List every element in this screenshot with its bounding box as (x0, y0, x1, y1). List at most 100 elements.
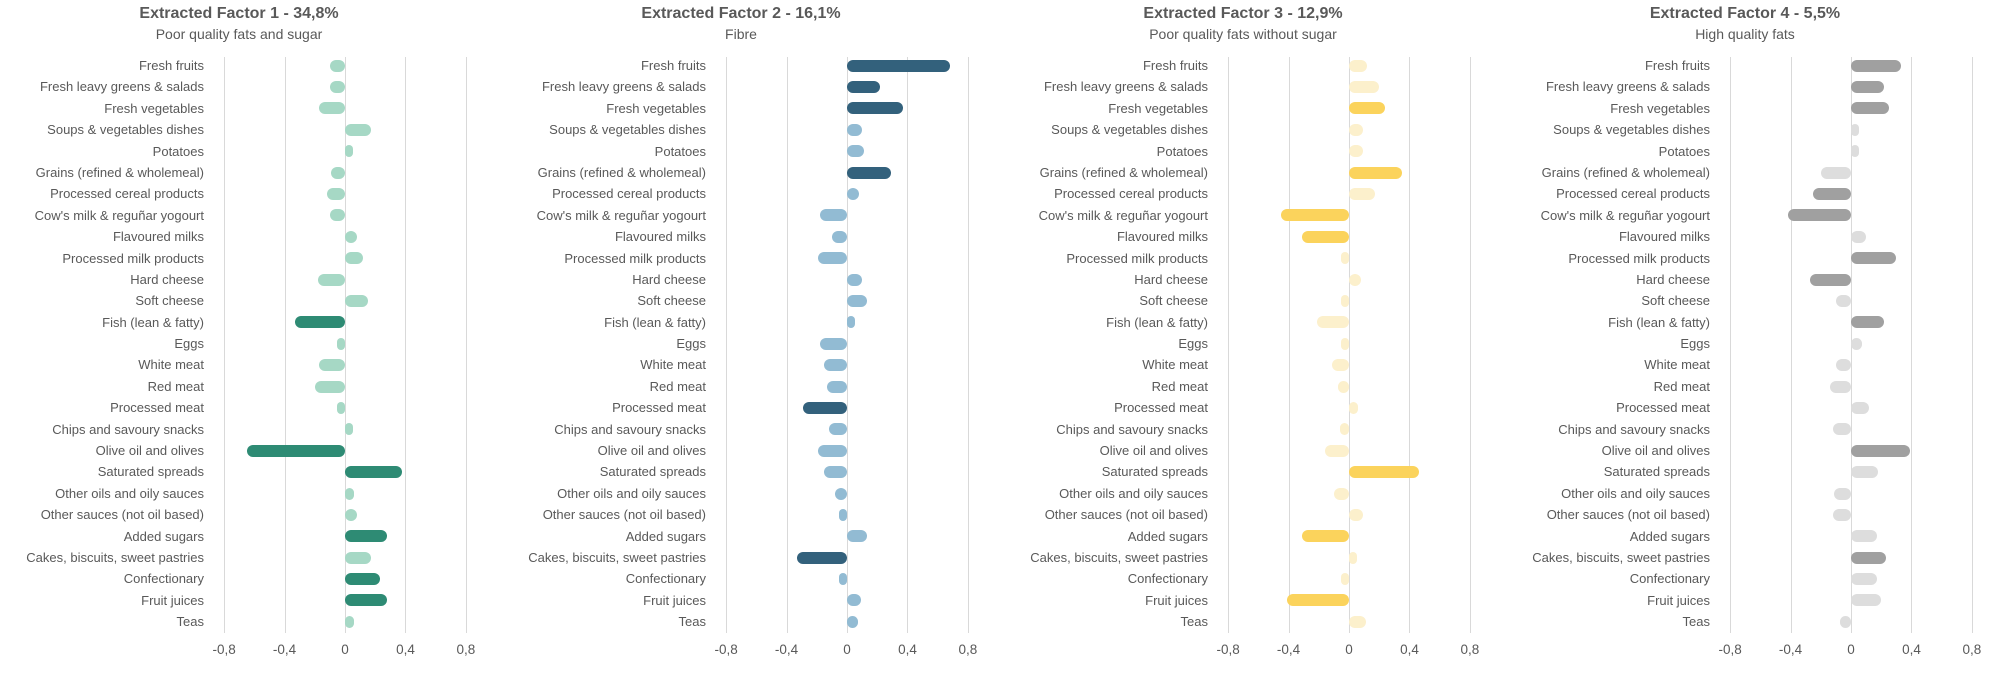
category-label: Chips and savoury snacks (1558, 421, 1710, 437)
bar-row (212, 376, 478, 397)
category-label: Red meat (1151, 378, 1208, 394)
bar (1813, 188, 1851, 201)
bar-row (714, 483, 980, 504)
bar (1280, 209, 1349, 222)
category-label: Potatoes (1658, 143, 1710, 159)
bar-row (212, 333, 478, 354)
bar (1302, 230, 1349, 243)
category-label: Fruit juices (643, 592, 706, 608)
bar-row (1216, 333, 1482, 354)
category-label: Fresh leavy greens & salads (1043, 79, 1208, 95)
bar-row (212, 440, 478, 461)
bar (1333, 487, 1349, 500)
axis-tick-label: -0,8 (1216, 641, 1240, 657)
category-label: Red meat (1653, 378, 1710, 394)
category-label: Added sugars (1629, 528, 1710, 544)
bar (314, 380, 345, 393)
category-label: Fresh fruits (640, 58, 706, 73)
gridline (786, 57, 788, 633)
panel-subtitle: Poor quality fats without sugar (1149, 26, 1337, 42)
gridline (224, 57, 226, 633)
bar-row (212, 76, 478, 97)
bar-chart-factor-1: Fresh fruits Fresh leavy greens & salads F… (0, 55, 478, 676)
panel-title: Extracted Factor 2 - 16,1% (641, 5, 841, 22)
category-label: Other sauces (not oil based) (1044, 507, 1208, 523)
bar (1851, 401, 1870, 414)
category-label: Soups & vegetables dishes (1553, 122, 1710, 138)
bar (1349, 508, 1363, 521)
category-label: Soups & vegetables dishes (47, 122, 204, 138)
category-label: Fruit juices (141, 592, 204, 608)
axis-tick-area: -0,8 -0,4 0 0,4 0,8 (1216, 642, 1482, 660)
bar (1851, 81, 1885, 94)
bar-row (714, 205, 980, 226)
bar-row (1216, 419, 1482, 440)
category-label: Cakes, biscuits, sweet pastries (1030, 549, 1208, 565)
category-label: Fresh fruits (138, 58, 204, 73)
axis-tick-label: -0,8 (1718, 641, 1742, 657)
bar-row (1718, 333, 1984, 354)
gridline (1730, 57, 1732, 633)
factor-panel-4: Extracted Factor 4 - 5,5% High quality f… (1506, 0, 2008, 676)
bar (345, 530, 388, 543)
axis-spacer (502, 642, 714, 660)
bar (847, 123, 863, 136)
bar (1349, 188, 1375, 201)
bar (1851, 466, 1879, 479)
bar (1851, 230, 1867, 243)
bar-row (1718, 504, 1984, 525)
axis-tick-label: 0,8 (958, 641, 978, 657)
bar (824, 359, 847, 372)
bar (345, 145, 353, 158)
bar (828, 423, 847, 436)
axis-tick-label: 0,4 (1902, 641, 1921, 657)
category-label: Chips and savoury snacks (554, 421, 706, 437)
bar-row (1216, 504, 1482, 525)
bar-row (212, 312, 478, 333)
bar (1349, 81, 1380, 94)
category-label: Cow's milk & reguñar yogourt (1540, 207, 1710, 223)
bar (847, 316, 855, 329)
category-label: Fresh fruits (1142, 58, 1208, 73)
bar-row (1216, 205, 1482, 226)
bar (1851, 145, 1859, 158)
bar-row (1216, 98, 1482, 119)
axis-tick-label: 0,8 (456, 641, 476, 657)
bar-row (1216, 483, 1482, 504)
category-label: Cakes, biscuits, sweet pastries (1532, 549, 1710, 565)
bar-row (714, 590, 980, 611)
bar-row (714, 119, 980, 140)
category-label: Processed milk products (564, 250, 706, 266)
category-label: Cow's milk & reguñar yogourt (1038, 207, 1208, 223)
axis-tick-area: -0,8 -0,4 0 0,4 0,8 (212, 642, 478, 660)
bar-row (1718, 269, 1984, 290)
bar-row (1718, 183, 1984, 204)
category-label: Teas (678, 614, 706, 630)
bar-row (1718, 55, 1984, 76)
bar-row (212, 269, 478, 290)
bar (1332, 359, 1349, 372)
gridline (465, 57, 467, 633)
factor-panel-3: Extracted Factor 3 - 12,9% Poor quality … (1004, 0, 1506, 676)
category-label: Other sauces (not oil based) (542, 507, 706, 523)
category-label: Chips and savoury snacks (1056, 421, 1208, 437)
category-label: Soft cheese (135, 293, 204, 309)
category-label: White meat (640, 357, 706, 373)
bar-row (1718, 226, 1984, 247)
bar-row (1216, 248, 1482, 269)
bar-row (1718, 312, 1984, 333)
panel-subtitle: High quality fats (1695, 26, 1795, 42)
bar (1341, 337, 1349, 350)
bar-row (714, 312, 980, 333)
factor-panel-1: Extracted Factor 1 - 34,8% Poor quality … (0, 0, 502, 676)
category-label: Saturated spreads (1101, 464, 1208, 480)
category-label: Flavoured milks (614, 229, 706, 245)
bar (326, 188, 345, 201)
bar (337, 401, 345, 414)
bar-row (1216, 354, 1482, 375)
category-label: Cakes, biscuits, sweet pastries (26, 549, 204, 565)
bar-row (1216, 376, 1482, 397)
bar (803, 401, 847, 414)
bar (1341, 252, 1349, 265)
bar-row (1718, 611, 1984, 632)
